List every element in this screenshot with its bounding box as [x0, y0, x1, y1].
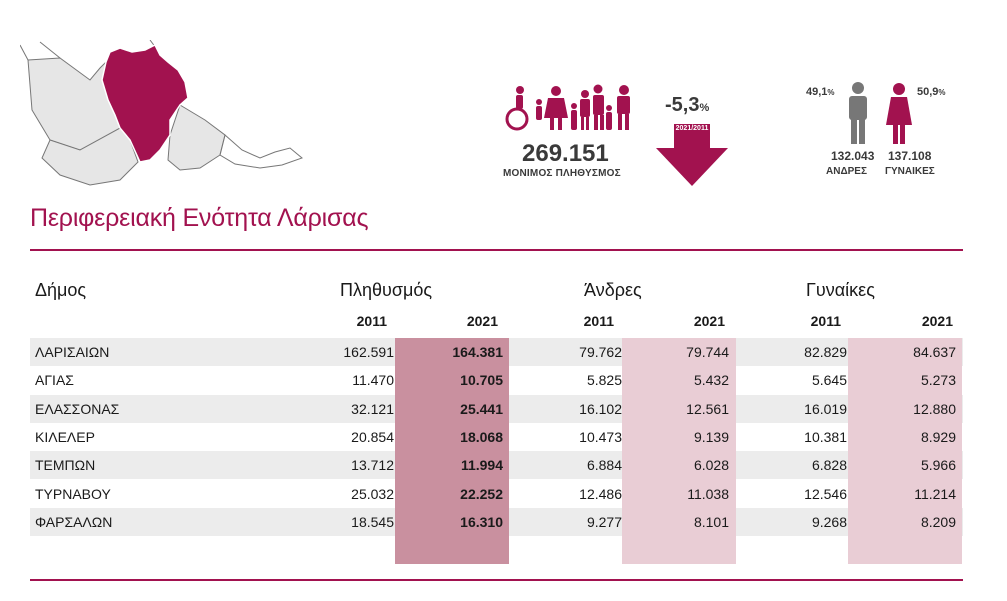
larisa-region-shape	[101, 43, 189, 163]
table-cell-p21: 18.068	[460, 428, 503, 445]
male-icon	[849, 82, 867, 144]
year-header: 2011	[810, 313, 841, 329]
bottom-divider	[30, 579, 963, 581]
header-men: Άνδρες	[584, 280, 642, 300]
table-cell-p11: 11.470	[352, 372, 394, 389]
men-percentage: 49,1%	[806, 86, 835, 98]
population-label: ΜΟΝΙΜΟΣ ΠΛΗΘΥΣΜΟΣ	[503, 168, 621, 179]
municipality-name: ΤΕΜΠΩΝ	[35, 457, 96, 474]
men-count: 132.043	[831, 149, 875, 163]
table-cell-w11: 9.268	[811, 513, 847, 530]
municipality-name: ΚΙΛΕΛΕΡ	[35, 428, 95, 445]
year-header: 2011	[583, 313, 614, 329]
header-women: Γυναίκες	[806, 280, 875, 300]
population-family-icon	[505, 84, 630, 131]
table-cell-m21: 8.101	[693, 513, 729, 530]
men-2021-column-bg	[622, 338, 736, 564]
table-cell-m21: 79.744	[686, 344, 729, 360]
table-cell-p21: 164.381	[452, 344, 503, 360]
table-cell-m21: 5.432	[693, 372, 729, 389]
table-cell-p21: 10.705	[460, 372, 503, 389]
table-cell-w21: 8.209	[920, 513, 956, 530]
table-cell-m11: 12.486	[579, 485, 622, 502]
table-cell-m11: 10.473	[579, 428, 622, 445]
population-total: 269.151	[522, 140, 609, 167]
table-cell-w11: 12.546	[804, 485, 847, 502]
municipality-name: ΕΛΑΣΣΟΝΑΣ	[35, 400, 120, 417]
table-cell-m21: 9.139	[693, 428, 729, 445]
table-cell-w21: 5.966	[920, 457, 956, 474]
table-cell-p21: 22.252	[460, 485, 503, 502]
women-2021-column-bg	[848, 338, 962, 564]
table-cell-p11: 32.121	[351, 400, 394, 417]
table-cell-m11: 16.102	[579, 400, 622, 417]
header-population: Πληθυσμός	[340, 280, 433, 300]
table-cell-w21: 8.929	[920, 428, 956, 445]
year-header: 2011	[356, 313, 387, 329]
table-cell-m21: 12.561	[686, 400, 729, 417]
table-cell-m21: 6.028	[693, 457, 729, 474]
table-cell-m11: 79.762	[579, 344, 622, 360]
year-header: 2021	[693, 313, 725, 329]
table-cell-w11: 6.828	[811, 457, 847, 474]
table-cell-m11: 5.825	[586, 372, 622, 389]
table-cell-p11: 13.712	[351, 457, 394, 474]
region-title: Περιφερειακή Ενότητα Λάρισας	[30, 204, 369, 232]
women-count: 137.108	[888, 149, 932, 163]
table-cell-p11: 162.591	[343, 344, 394, 360]
table-cell-m11: 6.884	[586, 457, 622, 474]
table-cell-p11: 20.854	[351, 428, 394, 445]
change-percentage: -5,3%	[665, 94, 710, 116]
top-divider	[30, 249, 963, 251]
year-header: 2021	[466, 313, 498, 329]
municipality-name: ΛΑΡΙΣΑΙΩΝ	[35, 344, 110, 360]
table-cell-p21: 11.994	[460, 457, 503, 474]
table-cell-w11: 10.381	[804, 428, 847, 445]
region-map	[20, 40, 303, 186]
change-period: 2021/2011	[675, 125, 709, 132]
table-cell-w21: 84.637	[913, 344, 956, 360]
female-icon	[886, 83, 912, 144]
table-cell-w11: 16.019	[804, 400, 847, 417]
table-cell-w21: 5.273	[920, 372, 956, 389]
table-cell-p21: 16.310	[460, 513, 503, 530]
table-cell-p11: 25.032	[351, 485, 394, 502]
women-percentage: 50,9%	[917, 86, 946, 98]
men-label: ΑΝΔΡΕΣ	[826, 166, 867, 177]
header-municipality: Δήμος	[35, 280, 87, 300]
municipality-name: ΦΑΡΣΑΛΩΝ	[35, 513, 113, 530]
women-label: ΓΥΝΑΙΚΕΣ	[885, 166, 935, 177]
table-cell-p21: 25.441	[460, 400, 503, 417]
table-cell-p11: 18.545	[351, 513, 394, 530]
table-cell-m21: 11.038	[687, 485, 729, 502]
table-cell-w11: 82.829	[804, 344, 847, 360]
population-2021-column-bg	[395, 338, 509, 564]
down-arrow-icon	[656, 124, 728, 186]
municipality-name: ΤΥΡΝΑΒΟΥ	[35, 485, 111, 502]
table-cell-w11: 5.645	[811, 372, 847, 389]
table-cell-m11: 9.277	[586, 513, 622, 530]
municipality-name: ΑΓΙΑΣ	[35, 372, 74, 389]
table-cell-w21: 12.880	[913, 400, 956, 417]
table-cell-w21: 11.214	[914, 485, 956, 502]
year-header: 2021	[921, 313, 953, 329]
